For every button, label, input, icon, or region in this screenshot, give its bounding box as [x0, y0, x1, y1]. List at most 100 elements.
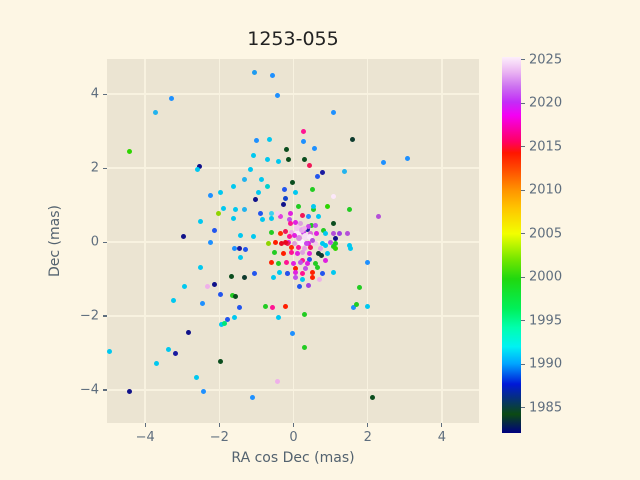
scatter-point: [152, 109, 158, 115]
scatter-point: [211, 227, 217, 233]
scatter-point: [333, 245, 339, 251]
scatter-point: [296, 244, 302, 250]
scatter-point: [238, 232, 244, 238]
scatter-point: [238, 254, 244, 260]
scatter-point: [309, 274, 315, 280]
scatter-point: [289, 229, 295, 235]
scatter-point: [259, 176, 265, 182]
gridline-horizontal: [107, 93, 479, 95]
colorbar-tick-label: 2005: [529, 226, 563, 242]
scatter-point: [331, 221, 337, 227]
scatter-point: [365, 259, 371, 265]
scatter-point: [197, 218, 203, 224]
scatter-point: [298, 238, 306, 246]
scatter-point: [316, 250, 322, 256]
scatter-point: [222, 320, 228, 326]
scatter-point: [197, 264, 203, 270]
scatter-point: [309, 269, 315, 275]
scatter-point: [279, 240, 285, 246]
scatter-point: [265, 240, 271, 246]
colorbar-epoch: [502, 57, 521, 433]
scatter-point: [299, 276, 305, 282]
scatter-point: [232, 206, 238, 212]
scatter-point: [302, 245, 308, 251]
scatter-point: [319, 169, 325, 175]
scatter-point: [278, 214, 284, 220]
scatter-point: [312, 145, 318, 151]
scatter-point: [354, 302, 360, 308]
scatter-point: [291, 260, 297, 266]
scatter-point: [284, 259, 289, 265]
chart-title: 1253-055: [247, 28, 339, 50]
y-tick-mark: [103, 389, 107, 391]
scatter-point: [292, 189, 298, 195]
colorbar-tick-mark: [521, 146, 525, 148]
scatter-point: [255, 189, 261, 195]
scatter-point: [218, 322, 224, 328]
scatter-point: [289, 179, 295, 185]
scatter-point: [305, 226, 311, 232]
colorbar-tick-mark: [521, 189, 525, 191]
scatter-point: [275, 260, 281, 266]
scatter-point: [172, 350, 178, 356]
scatter-point: [307, 256, 312, 262]
scatter-point: [230, 215, 236, 221]
scatter-point: [342, 168, 348, 174]
scatter-point: [345, 230, 351, 236]
colorbar-tick-mark: [521, 59, 525, 61]
scatter-point: [269, 72, 275, 78]
scatter-point: [265, 156, 271, 162]
gridline-vertical: [366, 59, 369, 423]
x-tick-mark: [441, 423, 443, 427]
scatter-point: [282, 303, 288, 309]
colorbar-tick-mark: [521, 233, 525, 235]
scatter-point: [269, 304, 275, 310]
scatter-point: [307, 250, 312, 256]
scatter-point: [207, 239, 213, 245]
gridline-vertical: [441, 59, 443, 423]
scatter-point: [252, 197, 258, 203]
scatter-point: [275, 210, 281, 216]
scatter-point: [307, 162, 312, 168]
scatter-point: [289, 244, 295, 250]
colorbar-tick-label: 2025: [529, 52, 563, 68]
scatter-point: [185, 329, 191, 335]
plot-area: [107, 59, 479, 423]
scatter-point: [271, 274, 277, 280]
scatter-point: [381, 160, 387, 166]
scatter-point: [321, 227, 327, 233]
scatter-point: [298, 221, 304, 227]
scatter-point: [312, 240, 318, 246]
scatter-point: [302, 312, 308, 318]
scatter-point: [259, 216, 265, 222]
scatter-point: [196, 163, 202, 169]
scatter-point: [251, 234, 256, 240]
scatter-point: [207, 192, 213, 198]
y-tick-mark: [103, 93, 107, 95]
scatter-point: [292, 240, 298, 246]
scatter-point: [217, 359, 223, 365]
scatter-point: [296, 235, 303, 242]
scatter-point: [331, 230, 337, 236]
scatter-point: [285, 157, 291, 163]
scatter-point: [242, 274, 248, 280]
scatter-point: [265, 184, 271, 190]
scatter-point: [282, 239, 288, 245]
scatter-point: [253, 137, 259, 143]
scatter-point: [232, 315, 238, 321]
y-axis-label: Dec (mas): [47, 205, 63, 277]
scatter-point: [289, 249, 295, 255]
scatter-point: [328, 239, 334, 245]
y-tick-label: 4: [90, 86, 99, 102]
scatter-point: [319, 241, 325, 247]
scatter-point: [357, 285, 363, 291]
scatter-point: [306, 223, 312, 229]
scatter-point: [272, 239, 278, 245]
scatter-point: [165, 346, 171, 352]
scatter-point: [258, 211, 264, 217]
scatter-point: [229, 292, 235, 298]
scatter-point: [299, 212, 305, 218]
scatter-point: [252, 271, 258, 277]
scatter-point: [292, 232, 298, 238]
scatter-point: [304, 240, 310, 246]
